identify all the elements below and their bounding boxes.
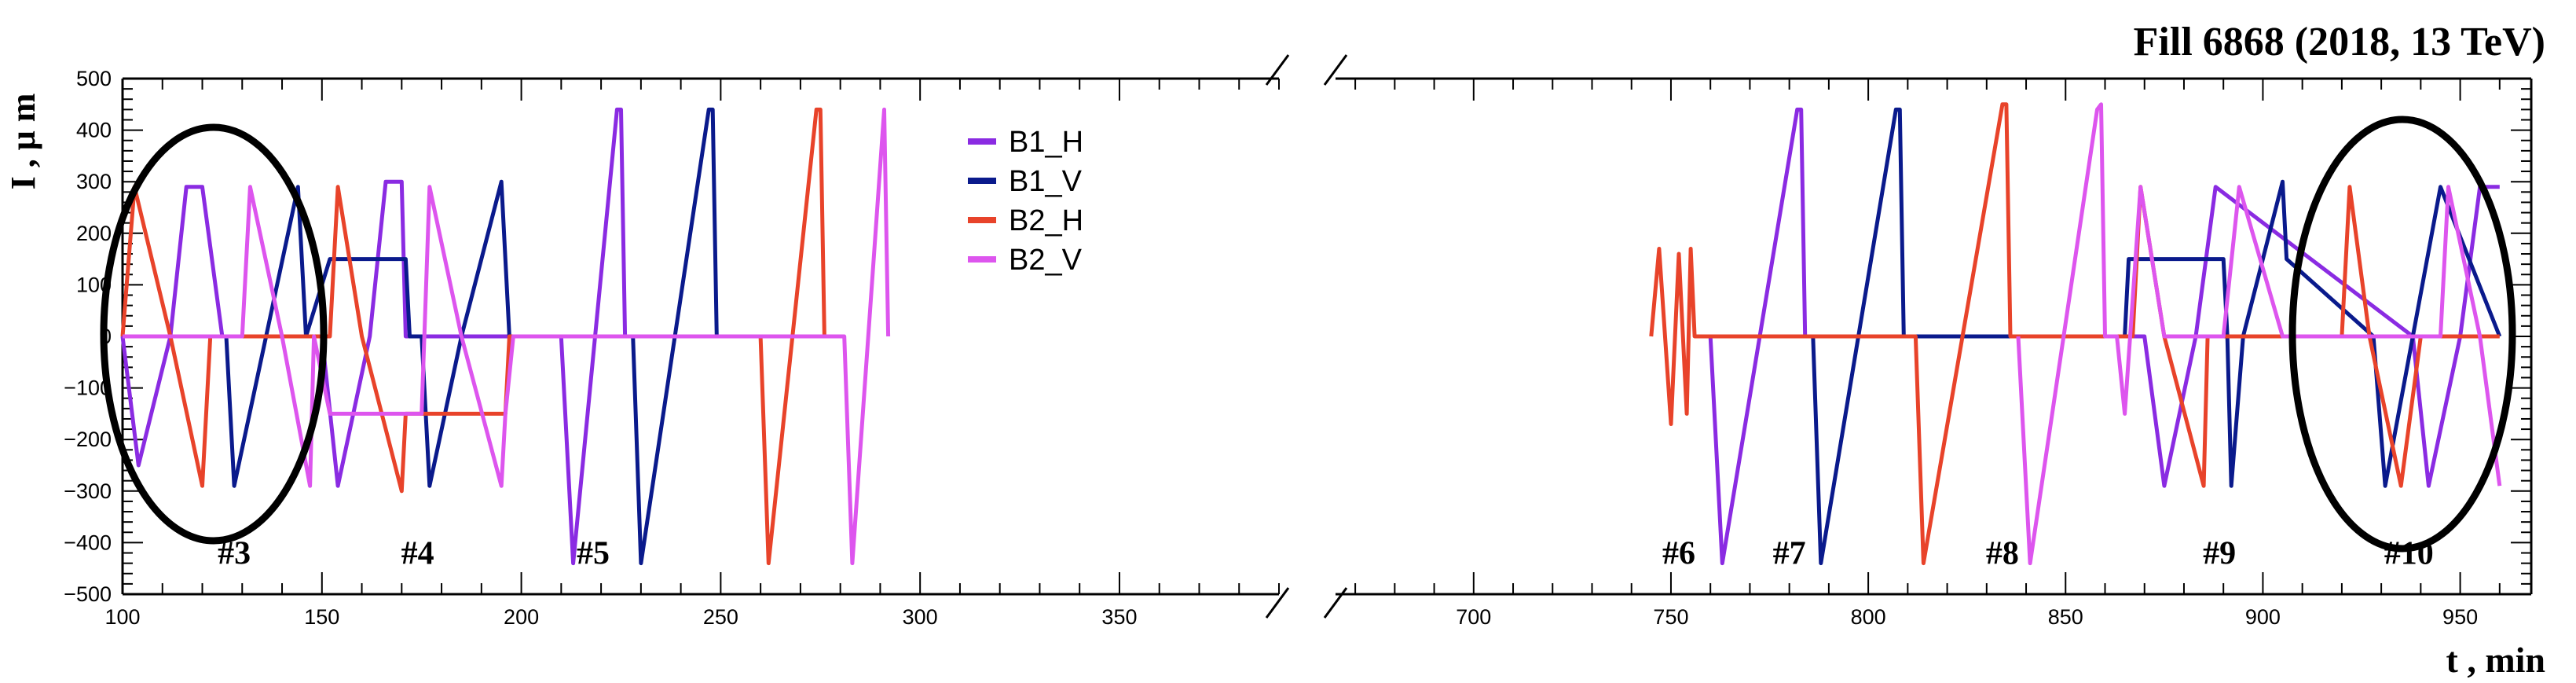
y-tick-label: −300 [64, 479, 112, 503]
x-tick-label: 750 [1653, 605, 1688, 629]
x-tick-label: 150 [304, 605, 339, 629]
fill-annotation: #9 [2203, 536, 2236, 572]
axis-break-top-right [1323, 54, 1348, 86]
x-tick-label: 100 [104, 605, 140, 629]
highlight-oval-right [2288, 116, 2516, 553]
x-tick-label: 700 [1456, 605, 1491, 629]
series-layer [120, 102, 2502, 566]
x-axis-label: t , min [2446, 640, 2546, 680]
chart-title: Fill 6868 (2018, 13 TeV) [2134, 20, 2545, 64]
fill-annotation: #4 [401, 536, 434, 572]
axis-break-bottom-right [1323, 587, 1348, 619]
fill-annotation: #3 [218, 536, 251, 572]
y-tick-label: 400 [76, 119, 112, 142]
axis-break-bottom-left [1265, 587, 1290, 619]
series-line-b1-h-panel-1 [120, 107, 628, 566]
x-tick-label: 300 [903, 605, 938, 629]
series-line-b2-v-panel-1 [123, 107, 891, 566]
x-tick-label: 850 [2048, 605, 2083, 629]
series-line-b1-h-panel-2 [1708, 107, 2500, 566]
x-tick-label: 250 [703, 605, 738, 629]
highlight-oval-left [100, 123, 328, 545]
legend-label-b1-h: B1_H [1009, 126, 1083, 159]
x-tick-label: 350 [1101, 605, 1137, 629]
annotations: #3 #4 #5 #6 #7 #8 #9 #10 [218, 536, 2434, 572]
x-tick-label: 800 [1851, 605, 1886, 629]
fill-annotation: #5 [577, 536, 610, 572]
y-tick-label: −200 [64, 428, 112, 451]
axis-break-marks [1265, 54, 1348, 619]
series-line-b1-v-panel-1 [123, 107, 719, 566]
legend-label-b1-v: B1_V [1009, 165, 1083, 198]
legend-label-b2-v: B2_V [1009, 244, 1083, 277]
fill-annotation: #7 [1773, 536, 1806, 572]
y-tick-label: 200 [76, 222, 112, 245]
y-tick-label: −400 [64, 531, 112, 554]
x-tick-label: 950 [2442, 605, 2478, 629]
legend: B1_H B1_V B2_H B2_V [968, 126, 1083, 277]
legend-label-b2-h: B2_H [1009, 204, 1083, 237]
x-tick-label: 900 [2245, 605, 2281, 629]
y-tick-label: 300 [76, 170, 112, 193]
highlight-ovals [100, 116, 2516, 553]
x-tick-label: 200 [504, 605, 539, 629]
fill-annotation: #6 [1662, 536, 1695, 572]
y-axis-label: I , μ m [4, 94, 42, 190]
y-tick-label: −500 [64, 582, 112, 606]
axis-break-top-left [1265, 54, 1290, 86]
fill-annotation: #8 [1986, 536, 2019, 572]
fill-annotation: #10 [2384, 536, 2434, 572]
y-tick-label: 500 [76, 67, 112, 90]
series-line-b2-h-panel-2 [1649, 102, 2500, 566]
series-line-b2-v-panel-2 [2016, 102, 2502, 566]
